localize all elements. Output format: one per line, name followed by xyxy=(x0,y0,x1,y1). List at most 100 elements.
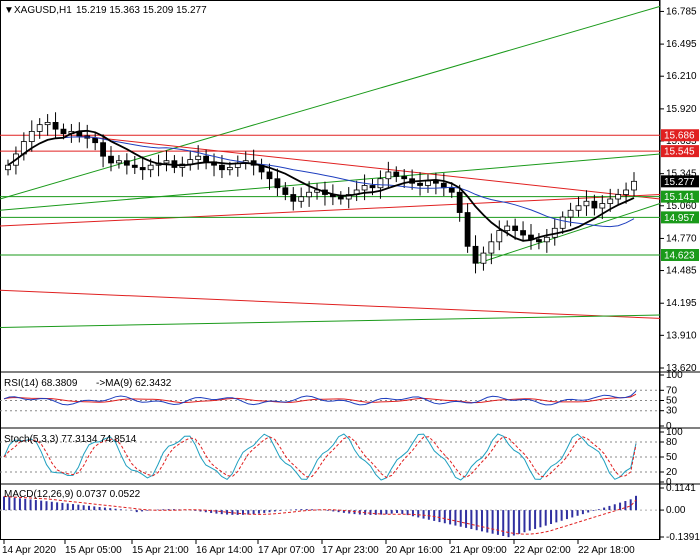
price-tick-label: 15.635 xyxy=(666,136,697,147)
symbol-label: XAGUSD,H1 xyxy=(14,5,72,16)
price-tick-label: 13.910 xyxy=(666,330,697,341)
candle-body xyxy=(575,205,582,211)
candle-body xyxy=(361,185,368,191)
stoch-tick-label: 0 xyxy=(666,477,672,488)
time-axis: 14 Apr 2020 15 Apr 05:00 15 Apr 21:00 16 Ap… xyxy=(2,540,635,556)
rsi-tick-label: 0 xyxy=(666,421,672,432)
rising-support-line xyxy=(477,203,661,264)
candle-body xyxy=(219,164,225,171)
time-tick-label: 17 Apr 23:00 xyxy=(322,545,379,556)
rsi-tick-label: 50 xyxy=(666,396,678,407)
candle-body xyxy=(306,191,313,198)
candle-body xyxy=(100,142,106,157)
level-badge xyxy=(661,211,699,224)
candle-body xyxy=(615,194,622,200)
candle-body xyxy=(337,196,344,200)
candle-body xyxy=(195,155,202,160)
chart-frame xyxy=(0,0,660,540)
candle-body xyxy=(440,182,447,189)
level-badge xyxy=(661,175,699,188)
macd-tick-label: 0.1141 xyxy=(666,483,696,494)
stoch-tick-label: 100 xyxy=(666,427,683,438)
candle-body xyxy=(123,160,130,166)
stoch-tick-label: 80 xyxy=(666,437,678,448)
candle-body xyxy=(543,236,550,243)
level-value: 15.141 xyxy=(664,192,695,203)
candle-body xyxy=(92,137,99,144)
candle-body xyxy=(147,164,154,171)
price-tick-label: 16.785 xyxy=(666,6,697,17)
candle-body xyxy=(583,200,590,207)
candle-body xyxy=(298,196,305,202)
level-value: 14.623 xyxy=(664,251,695,262)
candle-body xyxy=(52,122,59,130)
time-tick-label: 15 Apr 21:00 xyxy=(132,545,189,556)
macd-title: MACD(12,26,9) 0.0737 0.0522 xyxy=(4,489,141,500)
candle-body xyxy=(607,198,614,204)
time-tick-label: 21 Apr 09:00 xyxy=(450,545,507,556)
time-tick-label: 15 Apr 05:00 xyxy=(65,545,122,556)
ma-slow-line xyxy=(7,136,635,228)
price-tick-label: 16.210 xyxy=(666,71,697,82)
candle-body xyxy=(432,180,439,184)
candle-body xyxy=(456,191,463,213)
candle-body xyxy=(385,171,392,180)
candle-body xyxy=(60,128,67,135)
candle-body xyxy=(116,160,122,164)
candle-body xyxy=(377,178,384,189)
level-badge xyxy=(661,190,699,203)
rsi-tick-label: 100 xyxy=(666,370,683,381)
time-tick-label: 20 Apr 16:00 xyxy=(386,545,443,556)
rsi-ma-title: ->MA(9) 62.3432 xyxy=(96,378,172,389)
rsi-line xyxy=(3,390,637,406)
candle-body xyxy=(591,200,598,209)
candle-body xyxy=(28,131,35,142)
price-axis: 16.785 16.495 16.210 15.920 15.635 15.345 15.0… xyxy=(660,6,697,374)
candle-body xyxy=(203,155,210,163)
price-tick-label: 14.485 xyxy=(666,266,697,277)
time-tick-label: 16 Apr 14:00 xyxy=(196,545,253,556)
red-channel-line xyxy=(0,194,661,227)
candle-body xyxy=(345,194,352,200)
candle-body xyxy=(274,178,281,189)
candle-body xyxy=(623,189,629,195)
level-value: 15.277 xyxy=(664,177,695,188)
candle-body xyxy=(401,176,408,180)
middle-trend-line xyxy=(0,153,661,211)
price-tick-label: 16.495 xyxy=(666,39,697,50)
level-labels: 15.686 15.545 15.277 15.141 14.957 14.623 xyxy=(661,129,699,262)
macd-panel: 0.1141 0.00 -0.1391 xyxy=(0,483,700,543)
level-badge xyxy=(661,145,699,158)
candle-body xyxy=(504,225,511,231)
lower-green-line xyxy=(0,314,661,328)
price-tick-label: 15.060 xyxy=(666,201,697,212)
ohlc-values: 15.219 15.363 15.209 15.277 xyxy=(76,5,207,16)
stoch-k-line xyxy=(3,433,637,481)
candle-body xyxy=(520,230,526,236)
stoch-d-line xyxy=(3,436,637,479)
candle-body xyxy=(139,167,146,171)
ma-fast-line xyxy=(7,129,635,242)
time-tick-label: 22 Apr 18:00 xyxy=(578,545,635,556)
stoch-tick-label: 50 xyxy=(666,452,678,463)
candle-body xyxy=(266,171,273,180)
candle-body xyxy=(108,155,114,164)
moving-averages xyxy=(7,129,635,242)
candle-body xyxy=(131,164,138,168)
level-badge xyxy=(661,129,699,142)
time-tick-label: 22 Apr 02:00 xyxy=(514,545,571,556)
level-badge xyxy=(661,249,699,262)
price-tick-label: 13.620 xyxy=(666,363,697,374)
candle-body xyxy=(226,167,233,171)
stoch-tick-label: 20 xyxy=(666,467,678,478)
price-tick-label: 14.195 xyxy=(666,298,697,309)
candle-body xyxy=(512,225,519,231)
dropdown-icon[interactable]: ▼ xyxy=(4,5,14,16)
rsi-tick-label: 70 xyxy=(666,385,678,396)
rsi-tick-label: 30 xyxy=(666,406,678,417)
level-value: 14.957 xyxy=(664,213,695,224)
resistance-trend-line xyxy=(79,135,661,200)
